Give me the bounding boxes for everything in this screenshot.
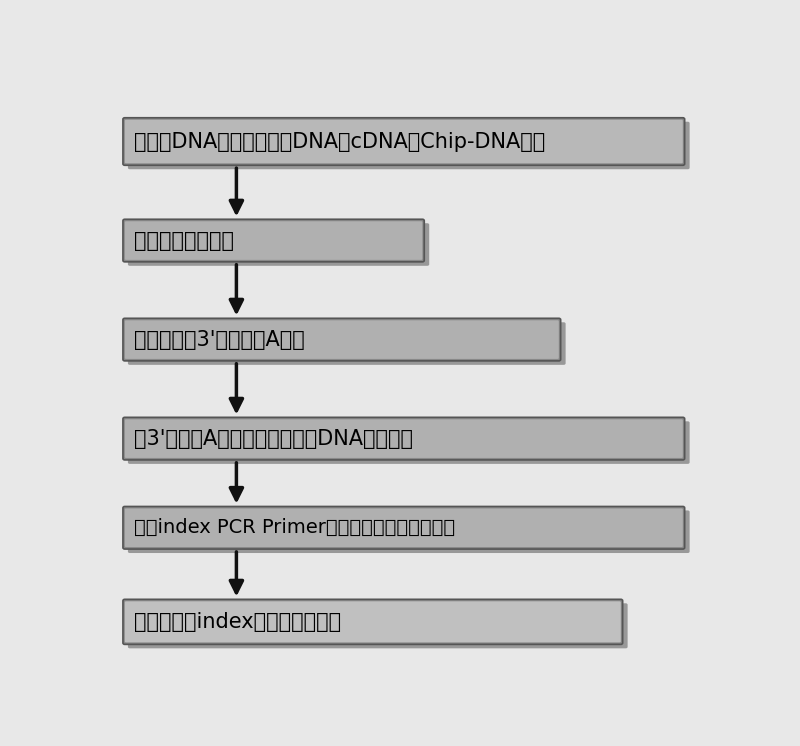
- FancyBboxPatch shape: [128, 604, 628, 648]
- FancyBboxPatch shape: [128, 122, 690, 169]
- FancyBboxPatch shape: [123, 417, 685, 460]
- FancyBboxPatch shape: [123, 599, 622, 645]
- FancyBboxPatch shape: [123, 507, 685, 549]
- FancyBboxPatch shape: [125, 419, 683, 458]
- Text: 将3'末端带A碱基的目的片段与DNA接头连接: 将3'末端带A碱基的目的片段与DNA接头连接: [134, 429, 413, 448]
- FancyBboxPatch shape: [123, 118, 685, 166]
- FancyBboxPatch shape: [125, 119, 683, 163]
- FancyBboxPatch shape: [123, 319, 561, 361]
- Text: 目的片段末端修复: 目的片段末端修复: [134, 231, 234, 251]
- Text: 目的片段的3'末端连接A碱基: 目的片段的3'末端连接A碱基: [134, 330, 305, 350]
- FancyBboxPatch shape: [125, 601, 621, 642]
- FancyBboxPatch shape: [128, 322, 566, 365]
- FancyBboxPatch shape: [125, 222, 422, 260]
- Text: 纯化的DNA片段（基因组DNA、cDNA、Chip-DNA等）: 纯化的DNA片段（基因组DNA、cDNA、Chip-DNA等）: [134, 131, 546, 151]
- Text: 纯化回收含index的目的片段文库: 纯化回收含index的目的片段文库: [134, 612, 342, 632]
- FancyBboxPatch shape: [128, 421, 690, 464]
- Text: 使用index PCR Primer扩增含有目的片段的文库: 使用index PCR Primer扩增含有目的片段的文库: [134, 518, 455, 537]
- FancyBboxPatch shape: [125, 320, 558, 359]
- FancyBboxPatch shape: [128, 510, 690, 553]
- FancyBboxPatch shape: [123, 219, 424, 262]
- FancyBboxPatch shape: [125, 509, 683, 547]
- FancyBboxPatch shape: [128, 223, 430, 266]
